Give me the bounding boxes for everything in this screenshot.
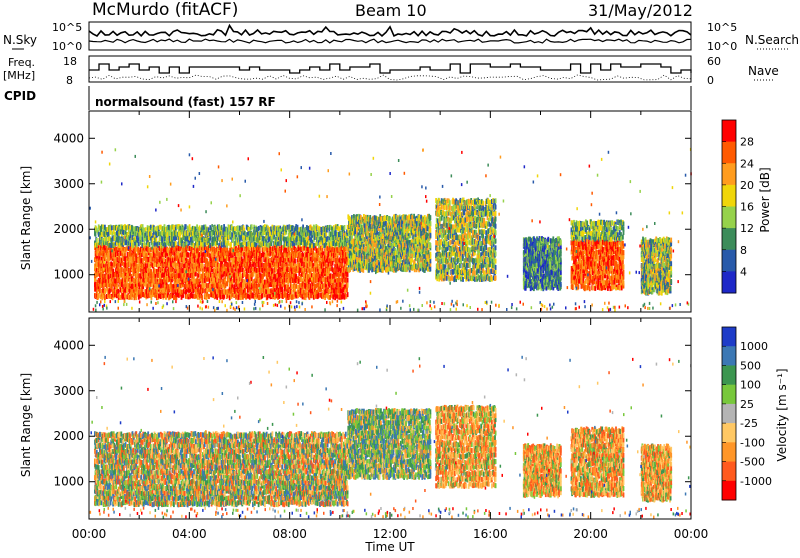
colorbar-swatch	[722, 404, 736, 424]
noise-panel: N.Sky 10^5 10^0 10^5 10^0 N.Search	[3, 21, 799, 53]
freq-right-label: Nave	[748, 64, 779, 78]
colorbar-swatch	[722, 228, 736, 250]
x-tick-label: 12:00	[373, 527, 408, 541]
echo-region-5	[641, 444, 672, 503]
power-cbar-label: Power [dB]	[758, 167, 772, 232]
power-ylabel: Slant Range [km]	[19, 166, 33, 270]
velocity-cbar-label: Velocity [m s⁻¹]	[775, 368, 789, 461]
y-tick-label: 3000	[53, 384, 84, 398]
time-xlabel: Time UT	[364, 540, 415, 554]
colorbar-tick-label: 24	[740, 157, 754, 170]
colorbar-tick-label: 25	[740, 398, 754, 411]
colorbar-swatch	[722, 442, 736, 462]
echo-region-1	[347, 408, 431, 480]
x-tick-label: 04:00	[172, 527, 207, 541]
y-tick-label: 2000	[53, 222, 84, 236]
x-tick-label: 00:00	[72, 527, 107, 541]
colorbar-swatch	[722, 120, 736, 142]
station-title: McMurdo (fitACF)	[92, 0, 238, 20]
freq-trace	[89, 64, 691, 73]
colorbar-tick-label: 500	[740, 359, 761, 372]
noise-search-trace	[89, 39, 691, 43]
y-tick-label: 4000	[53, 131, 84, 145]
velocity-echoes	[90, 356, 692, 519]
echo-region-2	[435, 198, 496, 283]
x-tick-label: 00:00	[674, 527, 709, 541]
colorbar-swatch	[722, 327, 736, 347]
cpid-label: CPID	[4, 89, 36, 103]
noise-right-label: N.Search	[745, 33, 799, 47]
colorbar-swatch	[722, 423, 736, 443]
y-tick-label: 3000	[53, 177, 84, 191]
colorbar-swatch	[722, 207, 736, 229]
colorbar-swatch	[722, 462, 736, 482]
echo-region-1	[347, 214, 431, 273]
colorbar-tick-label: 12	[740, 222, 754, 235]
colorbar-swatch	[722, 142, 736, 164]
echo-region-4	[571, 426, 625, 498]
echo-region-2	[435, 405, 496, 489]
noise-right-tick-lo: 10^0	[707, 40, 737, 53]
colorbar-swatch	[722, 250, 736, 272]
echo-region-0	[94, 431, 349, 507]
y-tick-label: 2000	[53, 429, 84, 443]
power-panel: 1000 2000 3000 4000 Slant Range [km] 28 24 20…	[19, 111, 772, 312]
colorbar-tick-label: 20	[740, 179, 754, 192]
x-tick-label: 08:00	[272, 527, 307, 541]
colorbar-tick-label: 4	[740, 265, 747, 278]
power-colorbar: 28 24 20 16 12 8 4	[722, 120, 754, 294]
colorbar-swatch	[722, 365, 736, 385]
velocity-panel: 1000 2000 3000 4000 Slant Range [km] 1000 50…	[19, 318, 789, 519]
colorbar-swatch	[722, 481, 736, 501]
x-tick-label: 16:00	[473, 527, 508, 541]
colorbar-tick-label: 1000	[740, 340, 768, 353]
freq-left-tick-hi: 18	[63, 55, 77, 68]
y-tick-label: 1000	[53, 268, 84, 282]
colorbar-swatch	[722, 385, 736, 405]
freq-left-label: Freq.	[8, 56, 35, 69]
colorbar-swatch	[722, 271, 736, 293]
echo-region-4	[571, 219, 625, 291]
colorbar-swatch	[722, 185, 736, 207]
freq-right-tick-hi: 60	[707, 55, 721, 68]
nave-trace	[89, 75, 691, 80]
colorbar-tick-label: -100	[740, 436, 765, 449]
y-tick-label: 4000	[53, 338, 84, 352]
x-tick-label: 20:00	[573, 527, 608, 541]
echo-region-3	[523, 443, 562, 498]
echo-region-5	[641, 237, 672, 296]
freq-right-tick-lo: 0	[707, 74, 714, 87]
colorbar-tick-label: -25	[740, 417, 758, 430]
noise-left-label: N.Sky	[3, 33, 37, 47]
colorbar-tick-label: 16	[740, 201, 754, 214]
power-echoes	[89, 148, 691, 312]
colorbar-tick-label: -500	[740, 456, 765, 469]
echo-region-3	[523, 236, 562, 291]
velocity-colorbar: 1000 500 100 25 -25 -100 -500 -1000	[722, 327, 772, 501]
colorbar-swatch	[722, 163, 736, 185]
freq-traces	[89, 64, 691, 80]
freq-left-tick-lo: 8	[66, 74, 73, 87]
colorbar-tick-label: 100	[740, 379, 761, 392]
freq-left-unit: [MHz]	[3, 69, 35, 82]
noise-left-tick-hi: 10^5	[52, 21, 82, 34]
noise-traces	[89, 26, 691, 44]
time-axis: 00:00 04:00 08:00 12:00 16:00 20:00 00:00	[72, 527, 709, 541]
y-tick-label: 1000	[53, 475, 84, 489]
noise-left-tick-lo: 10^0	[52, 40, 82, 53]
colorbar-tick-label: -1000	[740, 475, 772, 488]
beam-title: Beam 10	[355, 1, 427, 20]
cpid-panel: CPID normalsound (fast) 157 RF	[4, 86, 691, 110]
colorbar-tick-label: 8	[740, 244, 747, 257]
freq-panel: Freq. [MHz] 18 8 60 0 Nave	[3, 55, 779, 87]
colorbar-swatch	[722, 346, 736, 366]
velocity-ylabel: Slant Range [km]	[19, 373, 33, 477]
cpid-value: normalsound (fast) 157 RF	[95, 95, 276, 109]
date-title: 31/May/2012	[588, 1, 693, 20]
noise-right-tick-hi: 10^5	[707, 21, 737, 34]
colorbar-tick-label: 28	[740, 136, 754, 149]
noise-sky-trace	[89, 26, 691, 37]
